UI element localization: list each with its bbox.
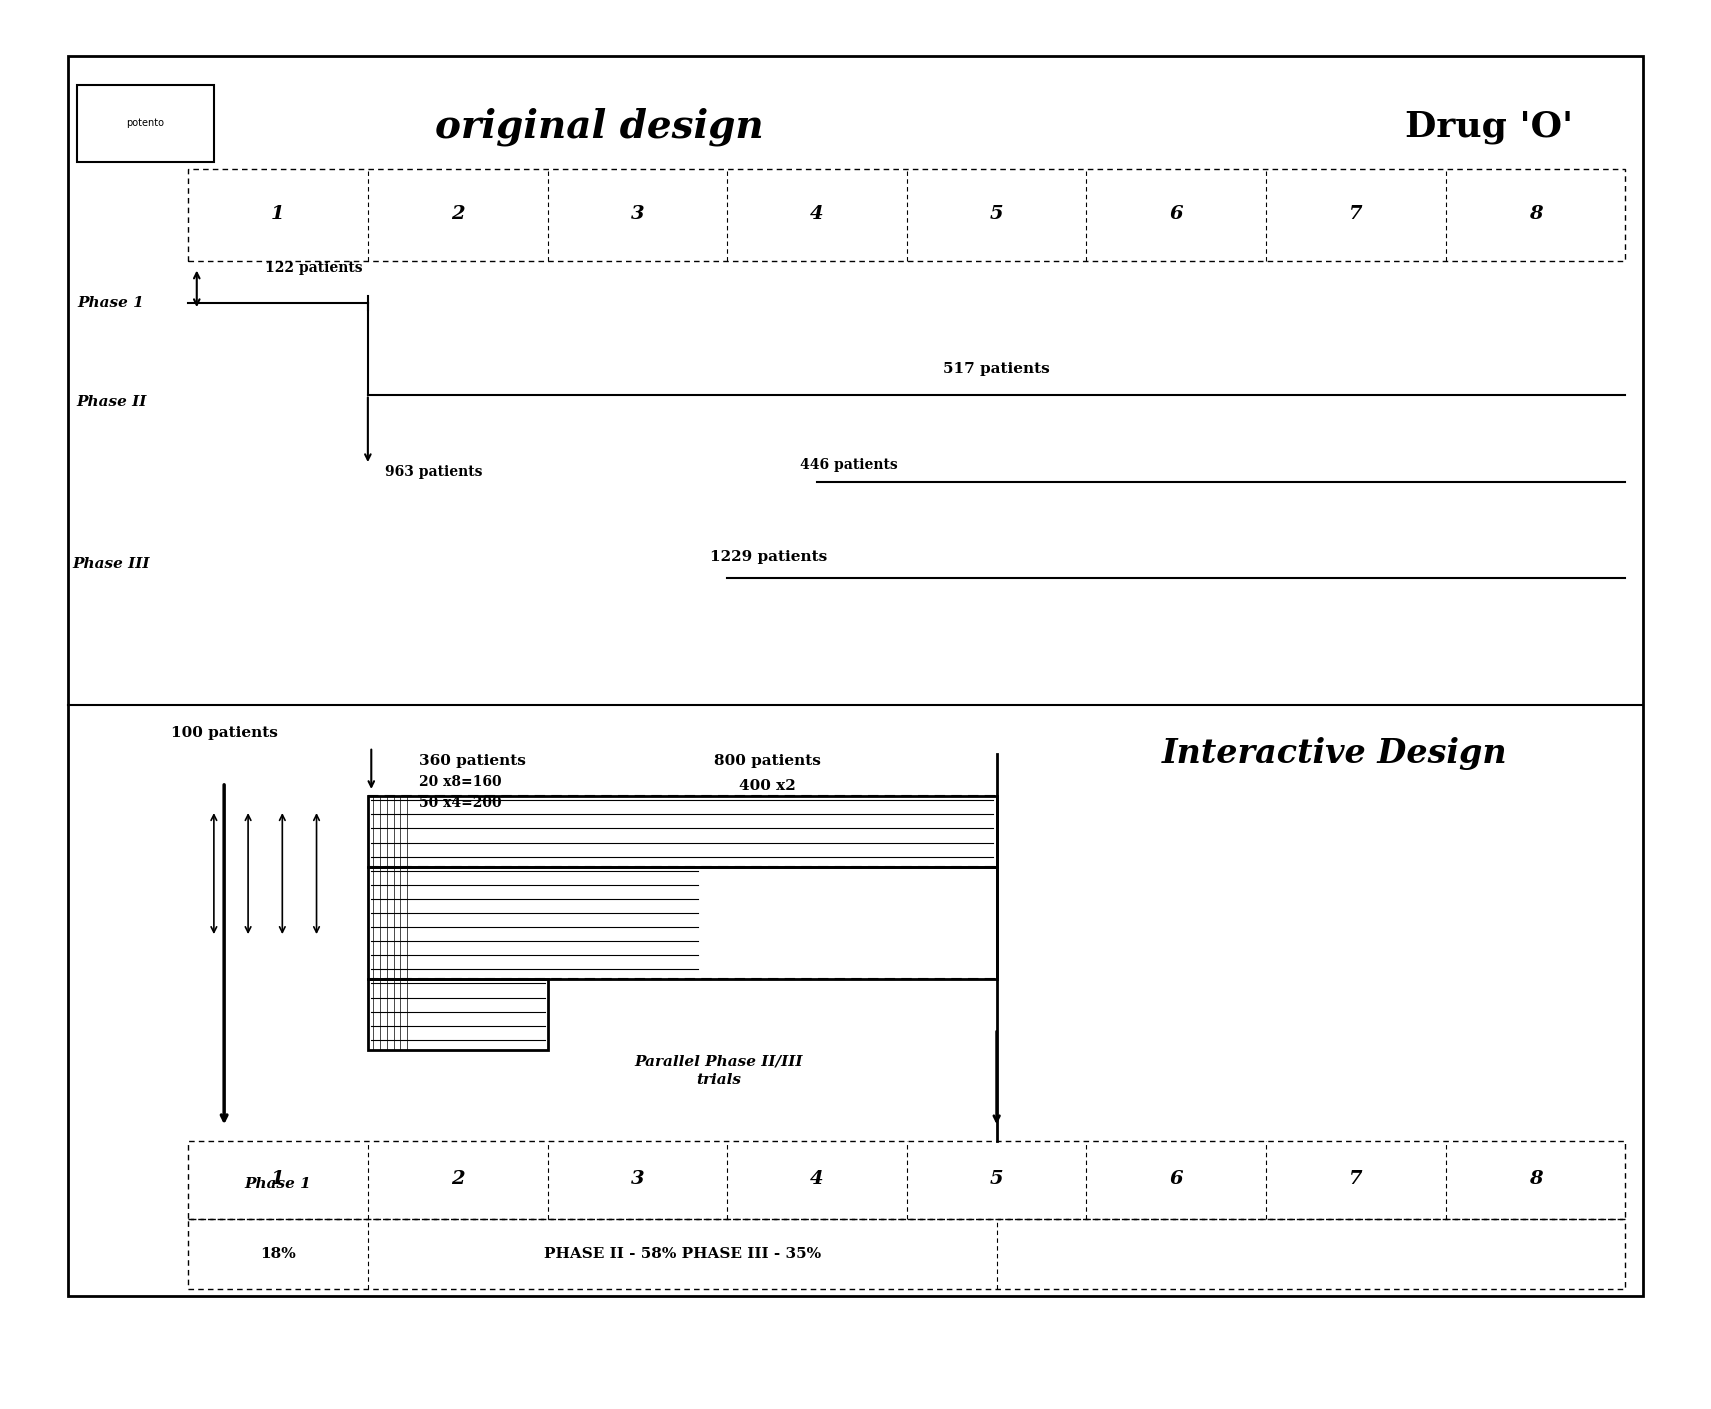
- Bar: [368, 867, 996, 979]
- Text: Phase 1: Phase 1: [245, 1177, 311, 1191]
- Text: 2: 2: [452, 1171, 464, 1188]
- Bar: [77, 85, 214, 162]
- Text: Interactive Design: Interactive Design: [1162, 737, 1507, 771]
- Text: 1229 patients: 1229 patients: [710, 550, 828, 564]
- Text: 20 x8=160: 20 x8=160: [419, 775, 501, 789]
- Text: PHASE II - 58% PHASE III - 35%: PHASE II - 58% PHASE III - 35%: [544, 1247, 821, 1261]
- Text: original design: original design: [435, 107, 763, 147]
- Text: 8: 8: [1530, 206, 1542, 223]
- Text: 446 patients: 446 patients: [799, 458, 898, 472]
- Text: 122 patients: 122 patients: [265, 261, 363, 275]
- Bar: [188, 1141, 1625, 1219]
- Text: 4: 4: [811, 1171, 823, 1188]
- Bar: [368, 979, 548, 1050]
- Text: 6: 6: [1170, 206, 1182, 223]
- Text: 800 patients: 800 patients: [715, 754, 821, 768]
- Text: 400 x2: 400 x2: [739, 779, 796, 793]
- Bar: [368, 796, 996, 867]
- Text: 3: 3: [631, 206, 643, 223]
- Text: Phase II: Phase II: [75, 395, 147, 409]
- Bar: [68, 56, 1643, 1296]
- Bar: [188, 169, 1625, 261]
- Text: Phase 1: Phase 1: [77, 296, 145, 310]
- Text: 5: 5: [991, 1171, 1003, 1188]
- Text: 100 patients: 100 patients: [171, 726, 277, 740]
- Text: 4: 4: [811, 206, 823, 223]
- Text: 360 patients: 360 patients: [419, 754, 525, 768]
- Text: 18%: 18%: [260, 1247, 296, 1261]
- Text: 7: 7: [1350, 1171, 1362, 1188]
- Text: 517 patients: 517 patients: [943, 362, 1051, 376]
- Text: Parallel Phase II/III
trials: Parallel Phase II/III trials: [635, 1055, 802, 1086]
- Bar: [188, 1219, 1625, 1289]
- Text: 7: 7: [1350, 206, 1362, 223]
- Text: 1: 1: [272, 1171, 284, 1188]
- Text: 50 x4=200: 50 x4=200: [419, 796, 501, 810]
- Text: 2: 2: [452, 206, 464, 223]
- Text: 5: 5: [991, 206, 1003, 223]
- Text: potento: potento: [127, 117, 164, 128]
- Text: 8: 8: [1530, 1171, 1542, 1188]
- Text: 6: 6: [1170, 1171, 1182, 1188]
- Text: Drug 'O': Drug 'O': [1405, 110, 1572, 144]
- Text: 1: 1: [272, 206, 284, 223]
- Text: 3: 3: [631, 1171, 643, 1188]
- Text: Phase III: Phase III: [72, 557, 151, 571]
- Text: 963 patients: 963 patients: [385, 465, 483, 479]
